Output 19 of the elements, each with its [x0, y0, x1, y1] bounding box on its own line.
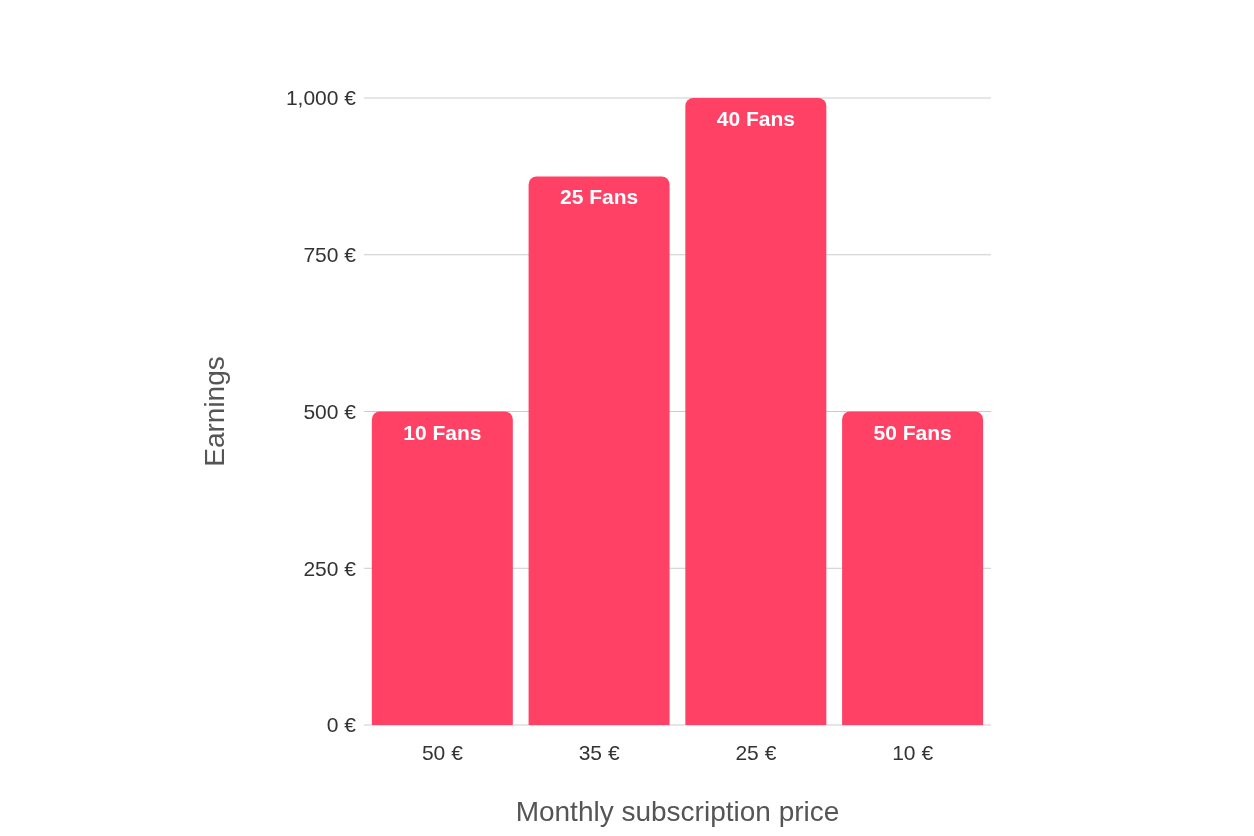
annotation: 10 Fans [403, 420, 482, 444]
y-tick-label: 500 € [303, 399, 357, 423]
y-tick-label: 1,000 € [285, 86, 357, 110]
annotation: 25 Fans [560, 185, 639, 209]
bar [842, 411, 984, 725]
x-tick-label: 10 € [892, 740, 934, 764]
y-tick-label: 0 € [326, 713, 357, 737]
annotation: 40 Fans [716, 107, 795, 130]
bar [685, 98, 827, 725]
bar [371, 411, 513, 725]
y-tick-label: 750 € [303, 243, 357, 267]
x-tick-label: 50 € [421, 740, 464, 764]
annotation: 50 Fans [873, 420, 952, 444]
x-axis-title: Monthly subscription price [515, 796, 840, 827]
y-axis-title: Earnings [198, 356, 230, 467]
bar [528, 176, 670, 725]
x-tick-label: 25 € [735, 740, 777, 764]
x-tick-label: 35 € [578, 740, 620, 764]
y-tick-label: 250 € [303, 556, 357, 580]
